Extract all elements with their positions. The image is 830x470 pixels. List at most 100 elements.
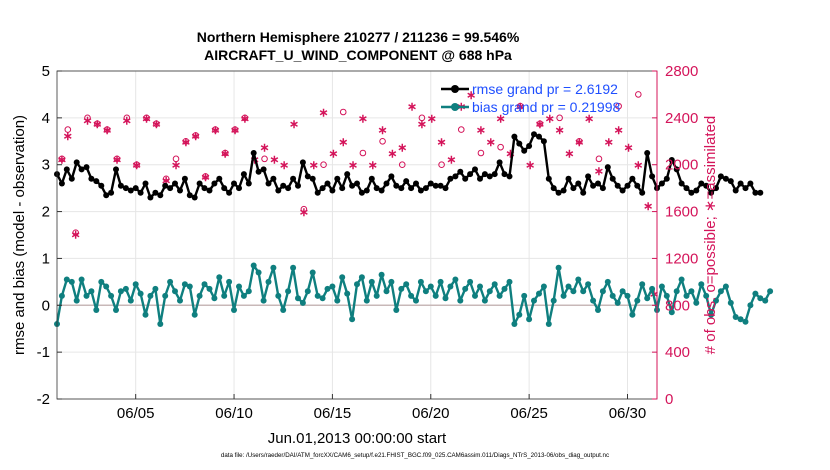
bias-point-121 (649, 285, 656, 292)
obs-assimilated-marker-36: ∗ (407, 100, 417, 114)
bias-point-28 (191, 311, 198, 318)
obs-possible-marker-11 (162, 175, 170, 183)
obs-assimilated-marker-0: ∗ (57, 152, 67, 166)
bias-point-16 (132, 281, 139, 288)
rmse-point-113 (609, 175, 616, 182)
bias-point-88 (486, 288, 493, 295)
x-axis-label: Jun.01,2013 00:00:00 start (268, 430, 447, 447)
bias-point-102 (555, 264, 562, 271)
bias-point-96 (526, 316, 533, 323)
bias-point-72 (408, 292, 415, 299)
obs-assimilated-marker-17: ∗ (220, 147, 230, 161)
bias-point-35 (226, 278, 233, 285)
bias-point-27 (186, 283, 193, 290)
bias-point-136 (722, 283, 729, 290)
obs-assimilated-marker-44: ∗ (486, 135, 496, 149)
obs-possible-marker-24 (359, 149, 367, 157)
obs-possible-marker-21 (300, 205, 308, 213)
bias-point-79 (442, 295, 449, 302)
bias-point-1 (58, 292, 65, 299)
obs-assimilated-marker-8: ∗ (132, 158, 142, 172)
bias-point-125 (668, 309, 675, 316)
rmse-point-14 (122, 185, 129, 192)
rmse-point-102 (555, 189, 562, 196)
chart-title-line1: Northern Hemisphere 210277 / 211236 = 99… (197, 29, 520, 45)
obs-assimilated-marker-60: ∗ (643, 199, 653, 213)
obs-possible-marker-25 (379, 137, 386, 145)
bias-point-115 (619, 288, 626, 295)
bias-point-104 (565, 283, 572, 290)
bias-point-2 (63, 276, 70, 283)
obs-assimilated-marker-2: ∗ (71, 227, 81, 241)
rmse-point-119 (639, 189, 646, 196)
chart-title-line2: AIRCRAFT_U_WIND_COMPONENT @ 688 hPa (204, 47, 512, 63)
rmse-point-120 (644, 150, 651, 156)
bias-point-114 (614, 299, 621, 306)
rmse-point-9 (98, 182, 105, 189)
rmse-point-24 (172, 180, 178, 187)
bias-point-59 (344, 290, 351, 297)
obs-assimilated-marker-49: ∗ (535, 117, 545, 131)
bias-point-54 (319, 295, 326, 302)
bias-point-40 (250, 262, 257, 269)
bias-point-19 (147, 292, 154, 299)
rmse-point-39 (245, 180, 252, 187)
obs-possible-marker-12 (172, 155, 180, 163)
rmse-point-77 (432, 182, 439, 189)
obs-assimilated-marker-46: ∗ (505, 147, 515, 161)
rmse-point-82 (457, 168, 464, 175)
y-left-tick-label-1: -1 (37, 344, 50, 361)
bias-point-117 (629, 311, 636, 318)
obs-assimilated-marker-34: ∗ (387, 147, 397, 161)
x-axis-ticks: 06/05 06/10 06/15 06/20 06/25 06/30 (117, 394, 646, 422)
obs-possible-marker-19 (241, 114, 249, 122)
rmse-point-79 (442, 185, 449, 192)
legend-bias-label: bias grand pr = 0.21998 (472, 99, 620, 115)
bias-point-45 (275, 292, 282, 299)
obs-assimilated-marker-25: ∗ (299, 205, 309, 219)
rmse-point-142 (752, 189, 759, 196)
bias-point-110 (595, 307, 601, 313)
obs-possible-marker-0 (58, 155, 66, 163)
rmse-point-126 (673, 166, 680, 173)
bias-point-63 (363, 297, 370, 304)
obs-assimilated-marker-23: ∗ (279, 158, 289, 172)
rmse-point-99 (540, 138, 547, 145)
rmse-point-106 (575, 180, 582, 187)
x-tick-label-4: 06/25 (510, 405, 548, 422)
rmse-point-57 (334, 175, 341, 182)
rmse-point-51 (304, 173, 311, 180)
bias-point-119 (639, 281, 646, 288)
rmse-point-5 (78, 166, 85, 173)
obs-assimilated-marker-55: ∗ (594, 164, 604, 178)
rmse-point-43 (265, 180, 272, 187)
rmse-point-41 (255, 168, 262, 175)
rmse-point-13 (117, 182, 124, 189)
rmse-point-62 (358, 189, 365, 196)
y-right-axis-label: # of obs: o=possible; ∗=assimilated (702, 116, 719, 355)
bias-point-48 (290, 264, 297, 271)
obs-assimilated-marker-37: ∗ (417, 117, 427, 131)
x-tick-label-2: 06/15 (314, 405, 352, 422)
rmse-point-33 (216, 175, 223, 182)
bias-point-33 (216, 274, 223, 281)
bias-point-18 (142, 311, 149, 318)
bias-point-9 (98, 278, 105, 285)
data-file-footer: data file: /Users/raeder/DAI/ATM_forcXX/… (221, 452, 609, 459)
rmse-point-70 (398, 185, 405, 192)
bias-point-68 (388, 278, 395, 285)
bias-point-81 (452, 276, 459, 283)
bias-point-128 (683, 292, 690, 299)
legend-bias-marker (451, 103, 459, 111)
rmse-point-114 (614, 182, 621, 189)
rmse-point-91 (501, 171, 508, 178)
rmse-point-54 (319, 185, 326, 192)
obs-assimilated-marker-14: ∗ (191, 129, 201, 143)
rmse-point-86 (477, 175, 483, 182)
rmse-point-20 (152, 189, 159, 196)
rmse-point-68 (388, 173, 395, 180)
rmse-point-7 (88, 175, 95, 182)
bias-point-67 (383, 288, 390, 295)
rmse-point-97 (531, 131, 537, 138)
bias-point-105 (570, 288, 577, 295)
